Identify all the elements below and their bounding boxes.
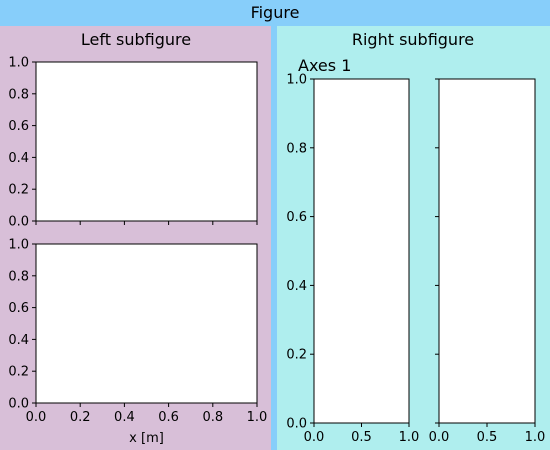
y-tick-label: 1.0 xyxy=(286,73,307,88)
y-tick-label: 1.0 xyxy=(8,56,29,71)
x-tick-label: 0.0 xyxy=(429,430,450,445)
y-tick-label: 0.6 xyxy=(286,210,307,225)
y-tick-label: 0.8 xyxy=(286,141,307,156)
axes-layer: 0.00.20.40.60.81.00.0 0.2 0.4 0.6 0.8 1.00.00… xyxy=(8,56,545,447)
figure-title: Figure xyxy=(251,3,300,22)
x-tick-label: 0.6 xyxy=(158,410,179,425)
y-tick-label: 0.8 xyxy=(8,87,29,102)
y-tick-label: 0.0 xyxy=(8,215,29,230)
y-tick-label: 0.4 xyxy=(8,333,29,348)
y-tick-label: 0.2 xyxy=(8,365,29,380)
y-tick-label: 0.0 xyxy=(8,397,29,412)
y-tick-label: 0.6 xyxy=(8,301,29,316)
x-tick-label: 0.5 xyxy=(477,430,498,445)
axes-frame-left-top xyxy=(35,61,258,222)
x-tick-label: 0.2 xyxy=(70,410,91,425)
x-tick-label: 1.0 xyxy=(399,430,420,445)
y-tick-label: 0.0 xyxy=(286,417,307,432)
axes-frame-right-2 xyxy=(438,78,536,424)
x-tick-label: 0.5 xyxy=(351,430,372,445)
y-tick-label: 0.2 xyxy=(8,183,29,198)
x-tick-label: 0.8 xyxy=(202,410,223,425)
y-tick-label: 0.8 xyxy=(8,269,29,284)
left-subfigure-title: Left subfigure xyxy=(81,30,191,49)
y-tick-label: 0.4 xyxy=(286,279,307,294)
x-axis-label: x [m] xyxy=(129,431,164,446)
right-subfigure-title: Right subfigure xyxy=(352,30,474,49)
y-tick-label: 0.6 xyxy=(8,119,29,134)
y-tick-label: 0.4 xyxy=(8,151,29,166)
y-tick-label: 0.2 xyxy=(286,348,307,363)
axes-frame-left-bottom xyxy=(35,243,258,404)
x-tick-label: 0.0 xyxy=(26,410,47,425)
axes-left-top: 0.0 0.2 0.4 0.6 0.8 1.0 xyxy=(8,56,258,230)
y-tick-label: 1.0 xyxy=(8,238,29,253)
axes-right-2: 0.0 0.5 1.0 xyxy=(429,78,546,445)
x-tick-label: 0.0 xyxy=(304,430,325,445)
x-tick-label: 1.0 xyxy=(525,430,546,445)
axes-left-bottom: 0.0 0.2 0.4 0.6 0.8 1.0 0.0 0.2 0.4 0.6 0.8 1.0 x [m… xyxy=(8,238,267,447)
axes-title: Axes 1 xyxy=(298,56,351,75)
axes-frame-right-1 xyxy=(313,78,410,424)
x-tick-label: 0.4 xyxy=(114,410,135,425)
x-tick-label: 1.0 xyxy=(247,410,268,425)
